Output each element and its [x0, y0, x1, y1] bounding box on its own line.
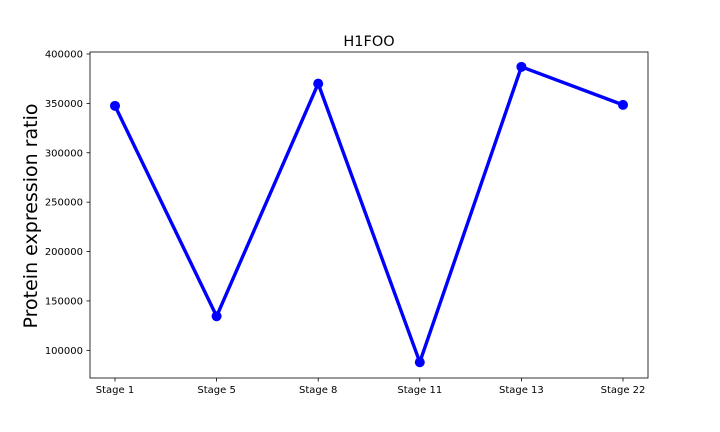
- x-tick-label: Stage 5: [197, 385, 235, 396]
- x-axis-ticks: Stage 1 Stage 5 Stage 8 Stage 11 Stage 13 Sta…: [96, 378, 646, 396]
- y-tick-label: 200000: [45, 247, 83, 258]
- x-tick-label: Stage 22: [601, 385, 646, 396]
- y-tick-label: 300000: [45, 148, 83, 159]
- data-point: [414, 357, 425, 368]
- y-axis-ticks: 100000 150000 200000 250000 300000 350000 4000…: [45, 49, 90, 357]
- plot-frame: [89, 51, 649, 379]
- y-tick-label: 350000: [45, 99, 83, 110]
- y-axis-label: Protein expression ratio: [20, 104, 42, 329]
- data-point: [313, 78, 324, 89]
- data-point: [211, 311, 222, 322]
- y-tick-label: 250000: [45, 198, 83, 209]
- data-point: [516, 61, 527, 72]
- x-tick-label: Stage 1: [96, 385, 134, 396]
- y-tick-label: 150000: [45, 296, 83, 307]
- y-tick-label: 400000: [45, 49, 83, 60]
- data-point: [110, 100, 120, 111]
- data-point: [618, 99, 628, 110]
- y-tick-label: 100000: [45, 346, 83, 357]
- plot-area: [89, 51, 649, 379]
- chart-title: H1FOO: [343, 34, 394, 50]
- series-line: [113, 65, 625, 364]
- x-tick-label: Stage 13: [499, 385, 544, 396]
- x-tick-label: Stage 11: [397, 385, 442, 396]
- x-tick-label: Stage 8: [299, 385, 337, 396]
- series-layer: [110, 61, 628, 368]
